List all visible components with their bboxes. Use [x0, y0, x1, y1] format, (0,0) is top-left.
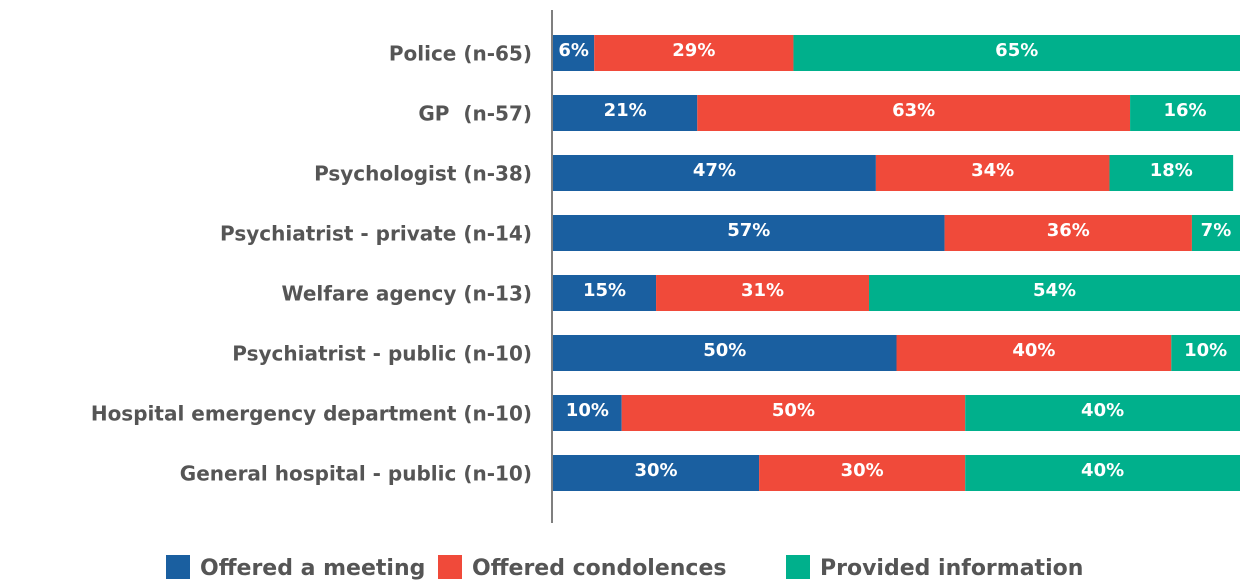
- value-label: 15%: [583, 280, 626, 301]
- value-label: 34%: [971, 160, 1014, 181]
- bar-segment: [553, 155, 876, 191]
- bar-segment: [759, 455, 966, 491]
- legend-swatch: [166, 555, 190, 579]
- y-tick-label: Psychologist (n-38): [314, 162, 532, 186]
- bar-segment: [875, 155, 1110, 191]
- bar-segment: [869, 275, 1240, 311]
- value-label: 40%: [1081, 460, 1124, 481]
- value-label: 36%: [1047, 220, 1090, 241]
- bar-segment: [553, 215, 945, 251]
- y-tick-label: GP (n-57): [418, 102, 532, 126]
- value-label: 18%: [1150, 160, 1193, 181]
- value-label: 57%: [727, 220, 770, 241]
- y-tick-label: Police (n-65): [389, 42, 532, 66]
- bar-segment: [697, 95, 1131, 131]
- legend-label: Offered condolences: [472, 556, 726, 581]
- bar-segment: [965, 395, 1240, 431]
- value-label: 63%: [892, 100, 935, 121]
- bar-segment: [553, 455, 760, 491]
- value-label: 54%: [1033, 280, 1076, 301]
- bar-segment: [1191, 215, 1240, 251]
- bar-segment: [793, 35, 1240, 71]
- bar-segment: [553, 275, 657, 311]
- y-tick-label: General hospital - public (n-10): [180, 462, 532, 486]
- legend-swatch: [786, 555, 810, 579]
- value-label: 10%: [1184, 340, 1227, 361]
- bar-segment: [896, 335, 1172, 371]
- bar-segment: [621, 395, 966, 431]
- legend-swatch: [438, 555, 462, 579]
- value-label: 30%: [841, 460, 884, 481]
- value-label: 40%: [1081, 400, 1124, 421]
- legend-label: Provided information: [820, 556, 1083, 581]
- bar-segment: [1171, 335, 1240, 371]
- value-label: 10%: [566, 400, 609, 421]
- bar-segment: [656, 275, 870, 311]
- y-tick-label: Psychiatrist - public (n-10): [232, 342, 532, 366]
- legend-label: Offered a meeting: [200, 556, 425, 581]
- y-tick-label: Psychiatrist - private (n-14): [220, 222, 532, 246]
- value-label: 65%: [995, 40, 1038, 61]
- value-label: 50%: [703, 340, 746, 361]
- bar-segment: [553, 95, 698, 131]
- bar-segment: [553, 335, 897, 371]
- bar-segment: [594, 35, 794, 71]
- value-label: 21%: [604, 100, 647, 121]
- value-label: 47%: [693, 160, 736, 181]
- y-tick-label: Hospital emergency department (n-10): [91, 402, 532, 426]
- bar-segment: [553, 395, 622, 431]
- value-label: 40%: [1012, 340, 1055, 361]
- value-label: 31%: [741, 280, 784, 301]
- value-label: 50%: [772, 400, 815, 421]
- bar-segment: [553, 35, 595, 71]
- value-label: 30%: [635, 460, 678, 481]
- bar-segment: [944, 215, 1192, 251]
- value-label: 7%: [1201, 220, 1232, 241]
- y-tick-label: Welfare agency (n-13): [282, 282, 532, 306]
- value-label: 6%: [558, 40, 589, 61]
- bar-segment: [1130, 95, 1240, 131]
- value-label: 29%: [672, 40, 715, 61]
- bar-segment: [1109, 155, 1234, 191]
- value-label: 16%: [1163, 100, 1206, 121]
- bar-segment: [965, 455, 1240, 491]
